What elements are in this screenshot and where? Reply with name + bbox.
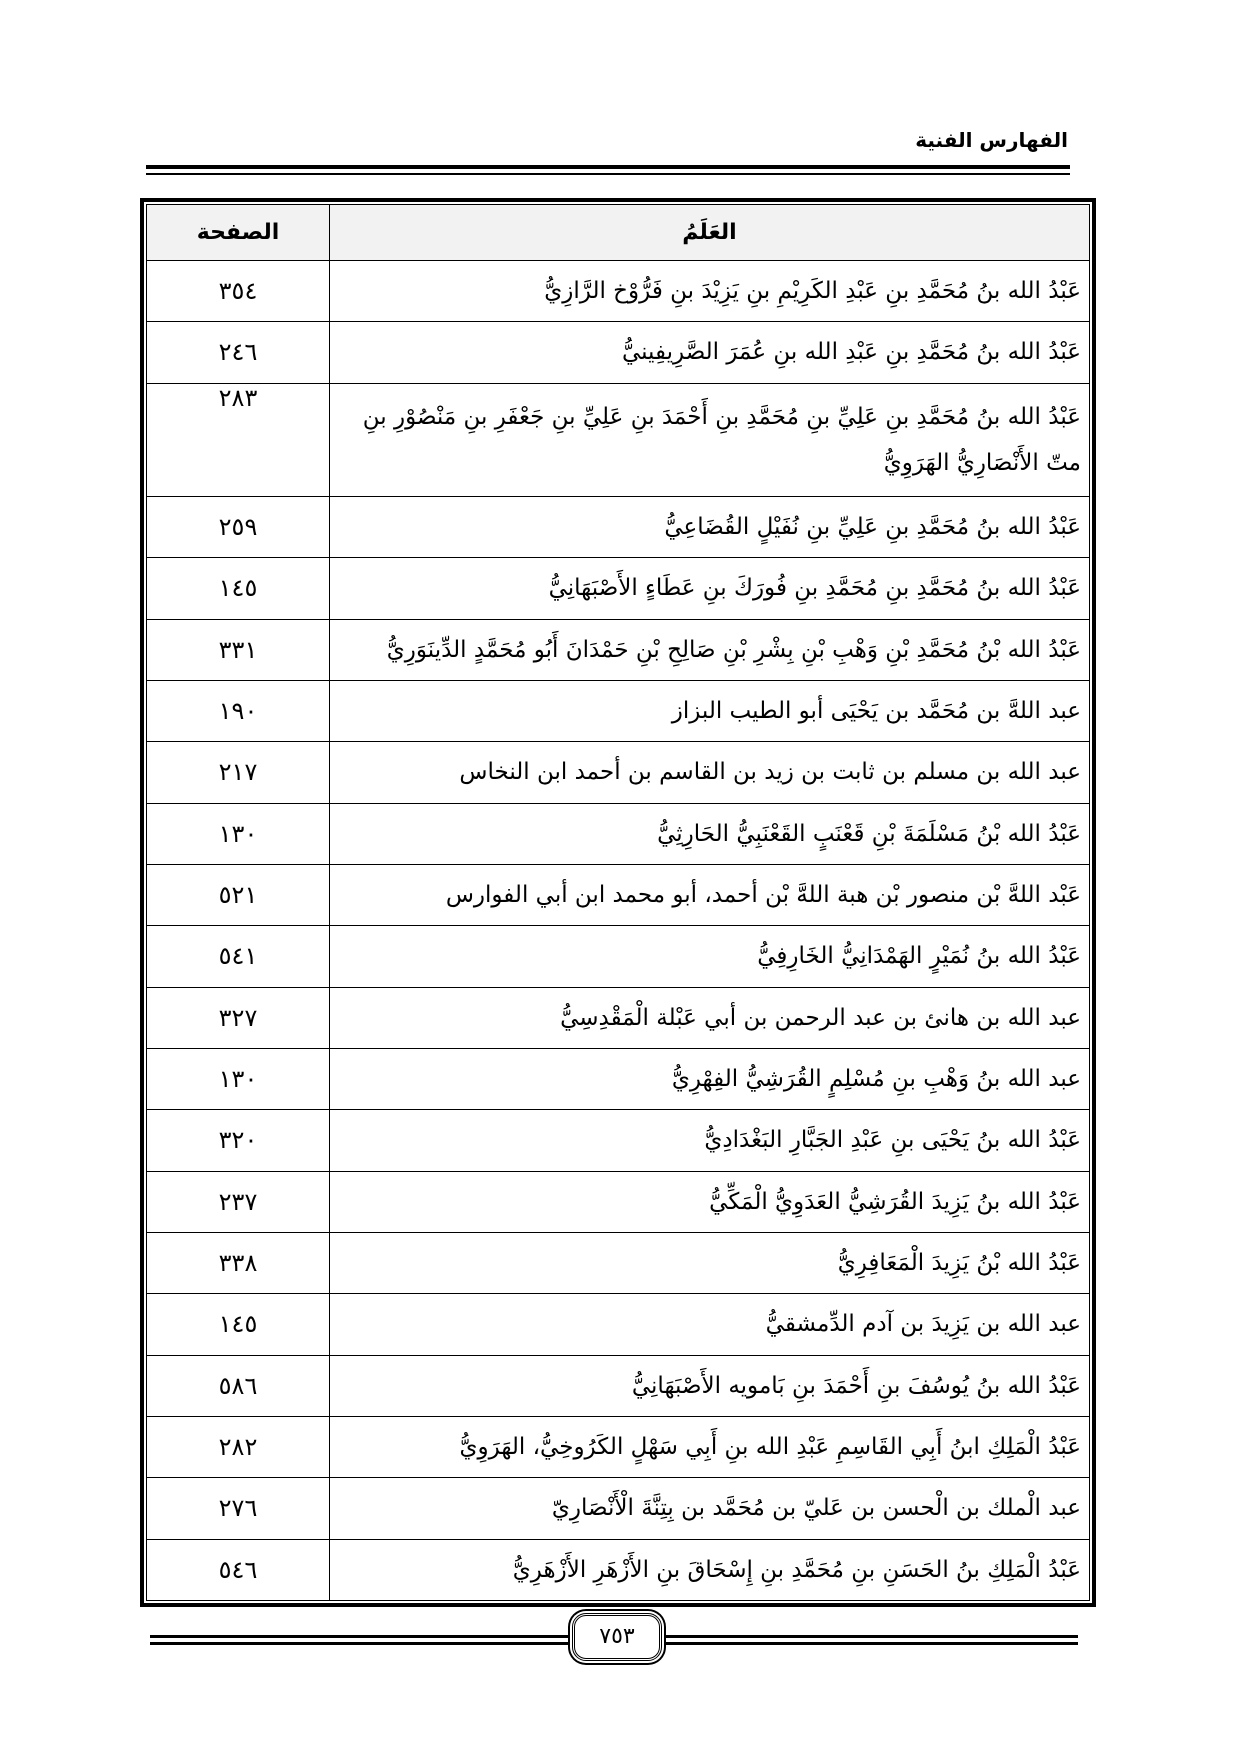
person-name: عَبْدُ الله بنُ مُحَمَّدِ بنِ عَلِيِّ بن… (329, 382, 1090, 497)
table-row: عبد الله بنُ وَهْبِ بنِ مُسْلِمٍ القُرَش… (146, 1047, 1090, 1111)
person-name: عَبْدُ الله بنُ يُوسُفَ بنِ أَحْمَدَ بنِ… (329, 1354, 1090, 1417)
table-row: عَبْدُ الله بْنُ مُحَمَّدِ بْنِ وَهْبِ ب… (146, 618, 1090, 681)
index-table: العَلَمُ الصفحة عَبْدُ الله بنُ مُحَمَّد… (146, 204, 1090, 1602)
table-row: عَبْدُ الله بنُ يُوسُفَ بنِ أَحْمَدَ بنِ… (146, 1354, 1090, 1417)
person-name: عبد الله بن مسلم بن ثابت بن زيد بن القاس… (329, 741, 1090, 804)
table-row: عبد الله بن هانئ بن عبد الرحمن بن أبي عَ… (146, 986, 1090, 1049)
page-ref: ٣٢٧ (146, 986, 330, 1049)
table-row: عَبْدُ الْمَلِكِ بنُ الحَسَنِ بنِ مُحَمَ… (146, 1538, 1090, 1602)
person-name: عبد الله بنُ وَهْبِ بنِ مُسْلِمٍ القُرَش… (329, 1047, 1090, 1111)
person-name: عَبْدُ الله بنُ مُحَمَّدِ بنِ عَلِيِّ بن… (329, 495, 1090, 559)
page-ref: ٣٥٤ (146, 259, 330, 323)
index-table-frame: العَلَمُ الصفحة عَبْدُ الله بنُ مُحَمَّد… (140, 198, 1096, 1607)
person-name: عَبْدُ الله بْنُ مَسْلَمَةَ بْنِ قَعْنَب… (329, 802, 1090, 865)
footer-rule-left (658, 1635, 1078, 1645)
table-row: عَبْدُ الله بْنُ يَزِيدَ الْمَعَافِرِيُّ… (146, 1231, 1090, 1295)
page-ref: ٥٢١ (146, 863, 330, 927)
person-name: عبد الله بن هانئ بن عبد الرحمن بن أبي عَ… (329, 986, 1090, 1049)
page-ref: ١٣٠ (146, 1047, 330, 1111)
table-row: عبد اللهَّ بن مُحَمَّد بن يَحْيَى أبو ال… (146, 679, 1090, 743)
column-header-page: الصفحة (146, 204, 330, 261)
table-row: عَبْدُ الْمَلِكِ ابنُ أَبِي القَاسِمِ عَ… (146, 1415, 1090, 1479)
person-name: عَبْدُ الله بنُ نُمَيْرٍ الهَمْدَانِيُّ … (329, 925, 1090, 988)
table-row: عَبْدُ الله بنُ مُحَمَّدِ بنِ عَلِيِّ بن… (146, 495, 1090, 559)
person-name: عبد الْملك بن الْحسن بن عَليّ بن مُحَمَّ… (329, 1477, 1090, 1540)
person-name: عَبْدُ الله بنُ يَزِيدَ القُرَشِيُّ العَ… (329, 1170, 1090, 1233)
person-name: عَبْدُ الله بنُ مُحَمَّدِ بنِ مُحَمَّدِ … (329, 557, 1090, 620)
page-ref: ٣٣٨ (146, 1231, 330, 1295)
running-title: الفهارس الفنية (915, 128, 1068, 152)
page-number: ٧٥٣ (572, 1613, 662, 1661)
page-ref: ٢٥٩ (146, 495, 330, 559)
page-ref: ٣٣١ (146, 618, 330, 681)
page-ref: ٣٢٠ (146, 1109, 330, 1172)
page-ref: ٥٤١ (146, 925, 330, 988)
table-row: عَبْدُ الله بنُ يَحْيَى بنِ عَبْدِ الجَب… (146, 1109, 1090, 1172)
table-row: عَبْد اللهَّ بْن منصور بْن هبة اللهَّ بْ… (146, 863, 1090, 927)
table-row: عَبْدُ الله بْنُ مَسْلَمَةَ بْنِ قَعْنَب… (146, 802, 1090, 865)
person-name: عَبْدُ الْمَلِكِ بنُ الحَسَنِ بنِ مُحَمَ… (329, 1538, 1090, 1602)
table-row: عَبْدُ الله بنُ يَزِيدَ القُرَشِيُّ العَ… (146, 1170, 1090, 1233)
page-ref: ١٩٠ (146, 679, 330, 743)
person-name: عَبْدُ الله بْنُ يَزِيدَ الْمَعَافِرِيُّ (329, 1231, 1090, 1295)
table-row: عبد الْملك بن الْحسن بن عَليّ بن مُحَمَّ… (146, 1477, 1090, 1540)
page-ref: ٢٨٢ (146, 1415, 330, 1479)
table-row: عَبْدُ الله بنُ مُحَمَّدِ بنِ عَبْدِ الك… (146, 259, 1090, 323)
person-name: عَبْدُ الله بنُ يَحْيَى بنِ عَبْدِ الجَب… (329, 1109, 1090, 1172)
footer-rule-right (150, 1635, 576, 1645)
table-header-row: العَلَمُ الصفحة (146, 204, 1090, 261)
header-double-rule (146, 165, 1070, 175)
page-ref: ٢٣٧ (146, 1170, 330, 1233)
person-name: عَبْدُ الْمَلِكِ ابنُ أَبِي القَاسِمِ عَ… (329, 1415, 1090, 1479)
table-row: عبد الله بن يَزِيدَ بن آدم الدِّمشقيُّ ١٤… (146, 1293, 1090, 1356)
person-name: عَبْد اللهَّ بْن منصور بْن هبة اللهَّ بْ… (329, 863, 1090, 927)
page-ref: ١٤٥ (146, 1293, 330, 1356)
table-row: عَبْدُ الله بنُ مُحَمَّدِ بنِ عَبْدِ الل… (146, 321, 1090, 384)
page-ref: ٥٤٦ (146, 1538, 330, 1602)
page-ref: ٢٤٦ (146, 321, 330, 384)
page-ref: ٥٨٦ (146, 1354, 330, 1417)
page-ref: ٢١٧ (146, 741, 330, 804)
person-name: عَبْدُ الله بْنُ مُحَمَّدِ بْنِ وَهْبِ ب… (329, 618, 1090, 681)
person-name: عَبْدُ الله بنُ مُحَمَّدِ بنِ عَبْدِ الل… (329, 321, 1090, 384)
table-row: عَبْدُ الله بنُ مُحَمَّدِ بنِ عَلِيِّ بن… (146, 382, 1090, 497)
table-row: عَبْدُ الله بنُ مُحَمَّدِ بنِ مُحَمَّدِ … (146, 557, 1090, 620)
page-ref: ١٣٠ (146, 802, 330, 865)
column-header-name: العَلَمُ (329, 204, 1090, 261)
table-row: عَبْدُ الله بنُ نُمَيْرٍ الهَمْدَانِيُّ … (146, 925, 1090, 988)
table-row: عبد الله بن مسلم بن ثابت بن زيد بن القاس… (146, 741, 1090, 804)
page-ref: ١٤٥ (146, 557, 330, 620)
person-name: عَبْدُ الله بنُ مُحَمَّدِ بنِ عَبْدِ الك… (329, 259, 1090, 323)
page-ref: ٢٧٦ (146, 1477, 330, 1540)
person-name: عبد اللهَّ بن مُحَمَّد بن يَحْيَى أبو ال… (329, 679, 1090, 743)
person-name: عبد الله بن يَزِيدَ بن آدم الدِّمشقيُّ (329, 1293, 1090, 1356)
page-ref: ٢٨٣ (146, 382, 330, 497)
